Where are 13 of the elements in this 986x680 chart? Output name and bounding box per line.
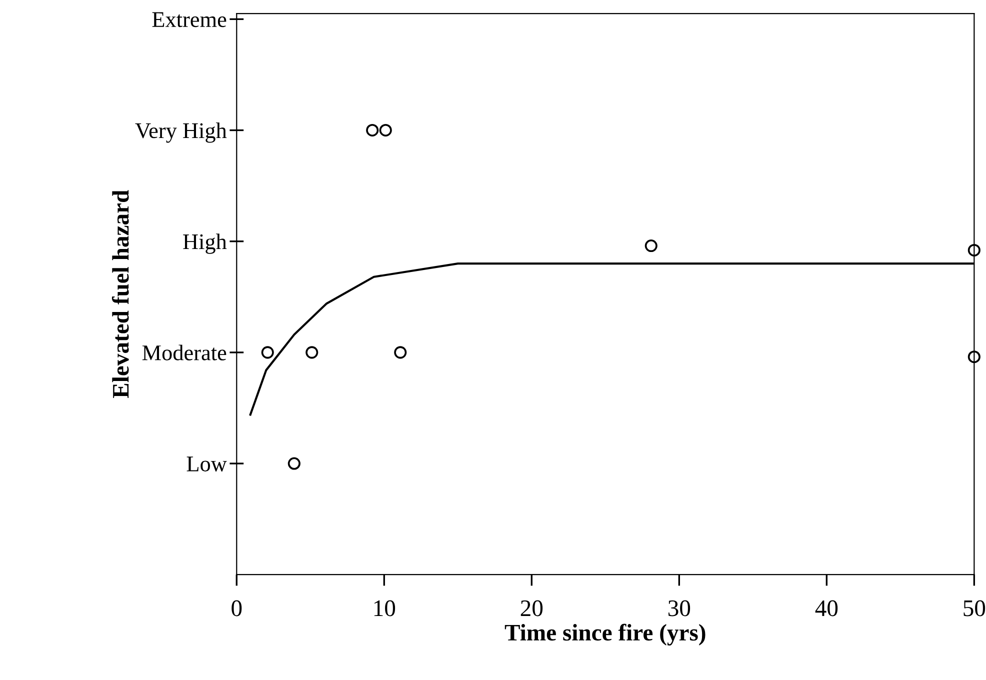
category-label: High [183,234,227,254]
x-tick-label: 40 [815,600,838,616]
category-label: Low [186,456,227,472]
x-tick-label: 50 [964,600,986,616]
category-label: Very High [135,122,227,143]
x-tick-label: 20 [520,600,543,616]
x-tick-label: 30 [668,600,690,616]
category-label: Moderate [142,344,226,360]
y-axis-title: Elevated fuel hazard [112,190,129,398]
x-tick-label: 0 [232,600,242,616]
x-tick-label: 10 [374,600,396,616]
x-axis-title: Time since fire (yrs) [504,624,706,646]
category-label: Extreme [152,12,226,28]
